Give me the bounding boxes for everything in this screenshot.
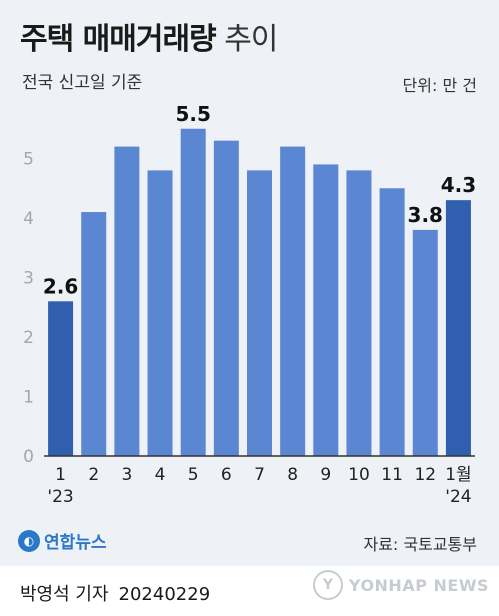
data-label: 4.3 bbox=[441, 173, 476, 197]
x-tick-sublabel: '24 bbox=[445, 487, 471, 507]
bar bbox=[379, 188, 405, 456]
unit-label: 단위: 만 건 bbox=[402, 76, 477, 95]
y-tick-label: 0 bbox=[23, 447, 34, 467]
byline: 박영석 기자 20240229 bbox=[20, 580, 210, 606]
data-label: 2.6 bbox=[43, 274, 78, 298]
x-tick-label: 10 bbox=[348, 465, 370, 485]
yonhap-logo: ◐ 연합뉴스 bbox=[18, 528, 107, 553]
watermark: Y YONHAP NEWS bbox=[312, 570, 489, 600]
source-label: 자료: 국토교통부 bbox=[363, 535, 477, 554]
watermark-text: YONHAP NEWS bbox=[348, 575, 489, 595]
y-tick-label: 5 bbox=[23, 150, 34, 170]
title-strong: 주택 매매거래량 bbox=[20, 22, 217, 57]
x-tick-label: 11 bbox=[381, 465, 403, 485]
bar bbox=[213, 140, 239, 456]
x-tick-label: 1 bbox=[55, 465, 66, 485]
data-label: 3.8 bbox=[408, 203, 443, 227]
y-tick-label: 1 bbox=[23, 388, 34, 408]
x-tick-label: 7 bbox=[254, 465, 265, 485]
bar bbox=[412, 229, 438, 456]
bar bbox=[280, 146, 306, 456]
x-tick-sublabel: '23 bbox=[47, 487, 73, 507]
chart-subtitle: 전국 신고일 기준 bbox=[22, 73, 143, 93]
chart-title: 주택 매매거래량 추이 bbox=[20, 14, 278, 58]
logo-text: 연합뉴스 bbox=[44, 533, 107, 553]
x-tick-label: 4 bbox=[155, 465, 166, 485]
x-tick-label: 1월 bbox=[445, 465, 471, 485]
bar bbox=[247, 170, 272, 456]
bar bbox=[180, 128, 206, 456]
x-tick-label: 2 bbox=[88, 465, 99, 485]
x-tick-label: 6 bbox=[221, 465, 232, 485]
bar bbox=[147, 170, 173, 456]
y-tick-label: 2 bbox=[23, 328, 34, 348]
yonhap-logo-icon: ◐ bbox=[18, 529, 40, 552]
x-tick-label: 5 bbox=[188, 465, 199, 485]
bar bbox=[313, 164, 339, 456]
bar bbox=[48, 301, 74, 456]
title-light: 추이 bbox=[224, 22, 278, 57]
x-tick-label: 3 bbox=[121, 465, 132, 485]
x-tick-label: 12 bbox=[414, 465, 436, 485]
bar bbox=[114, 146, 140, 456]
x-tick-label: 9 bbox=[320, 465, 331, 485]
bar bbox=[81, 212, 107, 456]
watermark-logo-icon: Y bbox=[312, 570, 343, 600]
x-tick-label: 8 bbox=[287, 465, 298, 485]
publish-date: 20240229 bbox=[118, 584, 211, 605]
reporter-name: 박영석 기자 bbox=[20, 584, 109, 605]
data-label: 5.5 bbox=[175, 102, 210, 126]
y-tick-label: 3 bbox=[23, 269, 34, 289]
bar bbox=[346, 170, 372, 456]
bar bbox=[445, 200, 471, 456]
y-tick-label: 4 bbox=[23, 209, 34, 229]
